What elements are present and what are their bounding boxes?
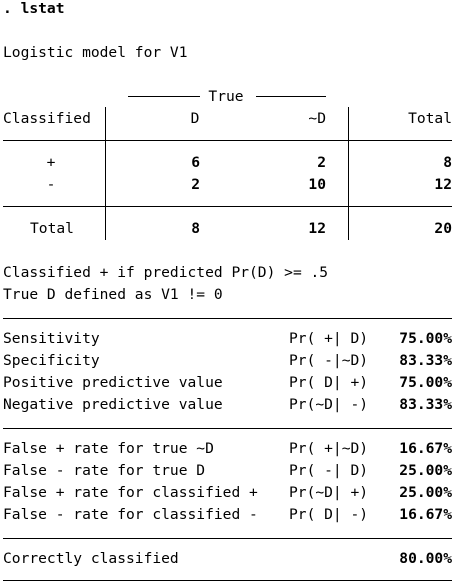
row-label-minus: -	[46, 176, 56, 193]
stat-value-false-neg-classified: 16.67%	[399, 506, 452, 523]
cell-total-notd: 12	[308, 220, 326, 237]
stat-label-npv: Negative predictive value	[3, 396, 223, 413]
row-label-plus: +	[46, 154, 56, 171]
stat-cond-false-neg-true-d: Pr( -| D)	[289, 462, 369, 479]
cell-plus-notd: 2	[317, 154, 326, 171]
row-label-total: Total	[30, 220, 74, 237]
stat-value-false-pos-true-notd: 16.67%	[399, 440, 452, 457]
stat-cond-false-pos-true-notd: Pr( +|~D)	[289, 440, 369, 457]
stat-cond-false-pos-classified: Pr(~D| +)	[289, 484, 369, 501]
stat-label-ppv: Positive predictive value	[3, 374, 223, 391]
group-header-rule-right	[256, 96, 326, 97]
note-threshold: Classified + if predicted Pr(D) >= .5	[3, 264, 329, 281]
stat-value-false-neg-true-d: 25.00%	[399, 462, 452, 479]
cell-minus-d: 2	[191, 176, 200, 193]
stat-label-false-neg-true-d: False - rate for true D	[3, 462, 206, 479]
stat-label-false-neg-classified: False - rate for classified -	[3, 506, 258, 523]
group-header-rule-left	[128, 96, 200, 97]
stats-rule-4	[3, 580, 452, 581]
stat-label-specificity: Specificity	[3, 352, 100, 369]
stats-rule-1	[3, 318, 452, 319]
cell-plus-d: 6	[191, 154, 200, 171]
table-vline-right	[348, 107, 349, 240]
group-header-true: True	[208, 88, 244, 105]
table-vline-left	[105, 107, 106, 240]
col-header-notd: ~D	[308, 110, 326, 127]
stat-value-npv: 83.33%	[399, 396, 452, 413]
col-header-d: D	[190, 110, 200, 127]
correct-value: 80.00%	[399, 550, 452, 567]
command-line: . lstat	[3, 0, 65, 17]
stat-label-sensitivity: Sensitivity	[3, 330, 100, 347]
stat-cond-sensitivity: Pr( +| D)	[289, 330, 369, 347]
stat-value-sensitivity: 75.00%	[399, 330, 452, 347]
row-header-classified: Classified	[3, 110, 91, 127]
correct-label: Correctly classified	[3, 550, 179, 567]
stat-label-false-pos-classified: False + rate for classified +	[3, 484, 258, 501]
stat-value-ppv: 75.00%	[399, 374, 452, 391]
stat-value-false-pos-classified: 25.00%	[399, 484, 452, 501]
stat-cond-false-neg-classified: Pr( D| -)	[289, 506, 369, 523]
stats-rule-2	[3, 428, 452, 429]
stat-cond-specificity: Pr( -|~D)	[289, 352, 369, 369]
cell-plus-total: 8	[443, 154, 452, 171]
cell-total-d: 8	[191, 220, 200, 237]
model-title: Logistic model for V1	[3, 44, 188, 61]
stat-cond-npv: Pr(~D| -)	[289, 396, 369, 413]
stat-value-specificity: 83.33%	[399, 352, 452, 369]
stat-cond-ppv: Pr( D| +)	[289, 374, 369, 391]
note-true-definition: True D defined as V1 != 0	[3, 286, 223, 303]
stat-label-false-pos-true-notd: False + rate for true ~D	[3, 440, 214, 457]
table-rule-top	[3, 140, 452, 141]
table-rule-bottom	[3, 206, 452, 207]
col-header-total: Total	[408, 110, 452, 127]
cell-minus-total: 12	[434, 176, 452, 193]
stats-rule-3	[3, 538, 452, 539]
cell-minus-notd: 10	[308, 176, 326, 193]
cell-total-total: 20	[434, 220, 452, 237]
